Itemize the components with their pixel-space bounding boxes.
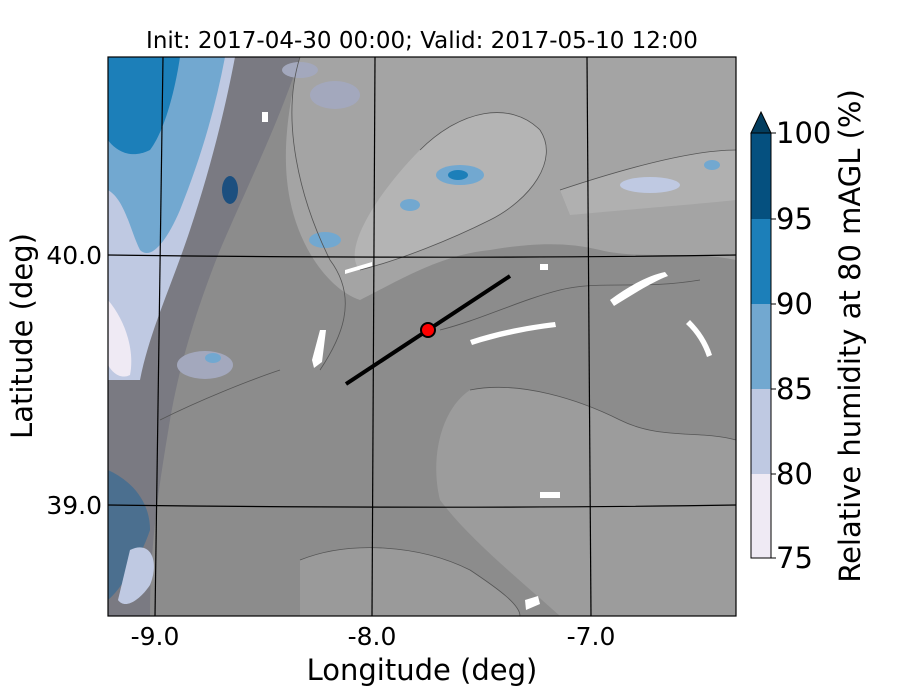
colorbar-segment-75-80 [751, 474, 771, 558]
rh-spot [205, 353, 221, 363]
colorbar-label: Relative humidity at 80 mAGL (%) [833, 89, 867, 583]
colorbar-frame [750, 132, 772, 559]
site-marker [420, 322, 436, 338]
y-tick-label: 40.0 [46, 241, 102, 270]
rh-spot [704, 160, 720, 170]
ridge-shading [354, 112, 547, 270]
colorbar: 75 80 85 90 95 100 Relative humidity at … [750, 89, 867, 583]
colorbar-segment-85-90 [751, 304, 771, 389]
y-axis-label: Latitude (deg) [5, 233, 39, 439]
x-tick-label: -9.0 [131, 622, 180, 651]
ocean-rh-southwest-light [118, 547, 154, 605]
rh-spot [310, 81, 360, 109]
rh-spot [309, 232, 341, 248]
colorbar-segment-95-100 [751, 133, 771, 219]
south-shading [300, 547, 520, 616]
graticule [108, 57, 736, 616]
colorbar-tick-label: 100 [776, 116, 831, 150]
map-panel [108, 57, 736, 616]
rh-spot [620, 177, 680, 193]
colorbar-extend-arrow [750, 110, 772, 134]
contour-lines [159, 57, 736, 616]
colorbar-tick-label: 75 [776, 541, 813, 575]
x-tick-label: -7.0 [567, 622, 616, 651]
water-bodies [262, 112, 712, 610]
southeast-shading [436, 387, 736, 616]
map-frame [107, 56, 737, 617]
ocean-rh-90 [108, 57, 180, 155]
colorbar-tick-label: 90 [776, 287, 813, 321]
colorbar-tick-label: 80 [776, 457, 813, 491]
rh-spot [177, 351, 233, 379]
ocean-rh-75-south [108, 300, 132, 377]
x-axis-label: Longitude (deg) [307, 653, 538, 687]
rh-spot [400, 199, 420, 211]
colorbar-tick-label: 95 [776, 202, 813, 236]
colorbar-segment-80-85 [751, 389, 771, 474]
rh-spot [448, 170, 468, 180]
rh-spot [222, 176, 238, 204]
ocean-rh-southwest [108, 470, 150, 600]
colorbar-segment-90-95 [751, 219, 771, 304]
colorbar-tick-label: 85 [776, 372, 813, 406]
rh-spot [282, 62, 318, 78]
map-title: Init: 2017-04-30 00:00; Valid: 2017-05-1… [146, 28, 698, 54]
x-tick-label: -8.0 [348, 622, 397, 651]
y-tick-label: 39.0 [46, 491, 102, 520]
